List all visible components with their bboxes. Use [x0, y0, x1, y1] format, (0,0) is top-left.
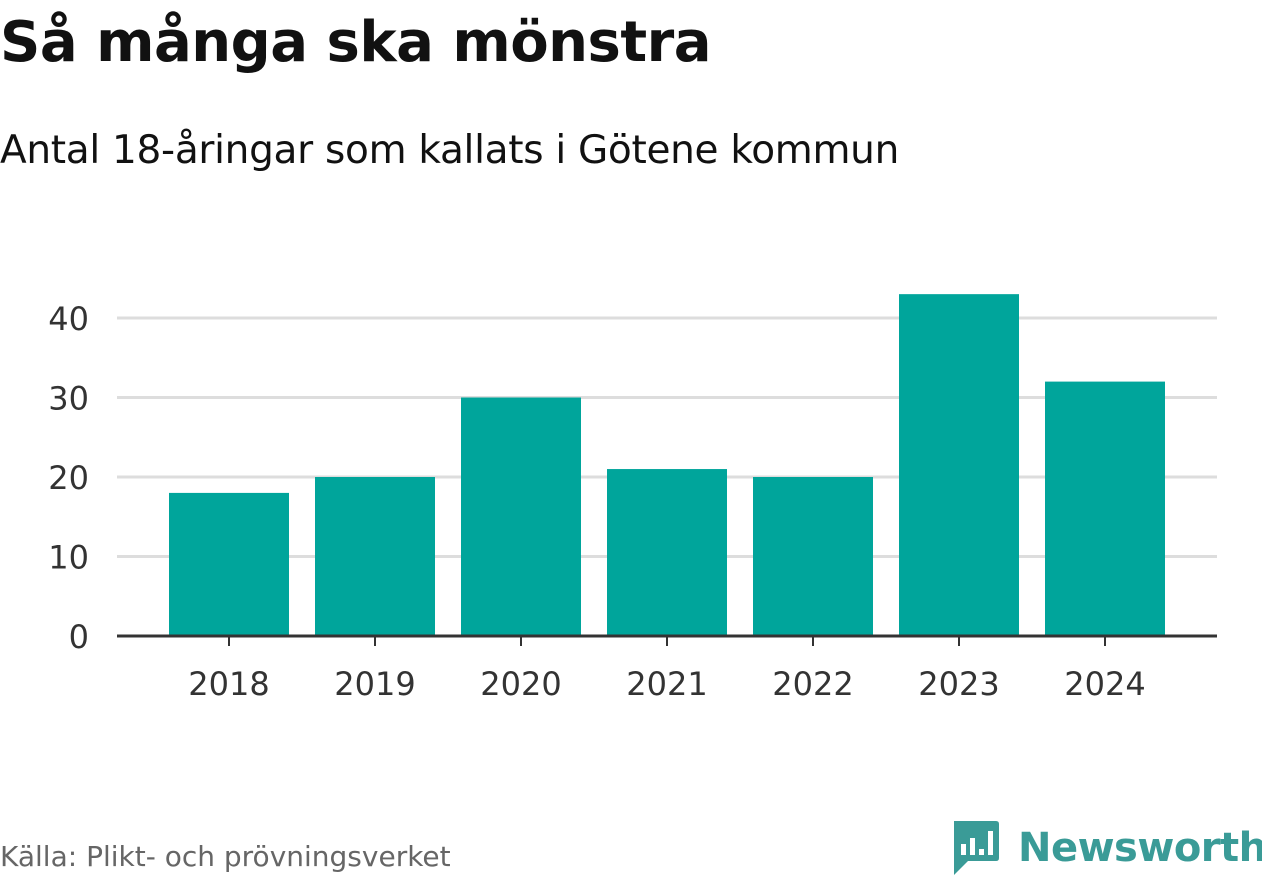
- bar-2021: [607, 469, 727, 636]
- y-tick-label: 30: [48, 380, 89, 418]
- newsworthy-logo-icon: [954, 821, 999, 875]
- x-tick-label: 2023: [918, 665, 999, 703]
- chart-subtitle: Antal 18-åringar som kallats i Götene ko…: [0, 128, 900, 173]
- bar-chart: 0 10 20 30 40 2018 2019 2020 2021 2022 2023 2024: [48, 294, 1217, 703]
- x-tick-label: 2020: [480, 665, 561, 703]
- source-note: Källa: Plikt- och prövningsverket: [0, 840, 451, 873]
- y-tick-label: 0: [69, 618, 89, 656]
- chart-title: Så många ska mönstra: [0, 10, 712, 75]
- bar-2019: [315, 477, 435, 636]
- brand-name: Newsworthy: [1018, 825, 1262, 871]
- bar-2022: [753, 477, 873, 636]
- bar-2024: [1045, 381, 1165, 636]
- y-tick-label: 20: [48, 459, 89, 497]
- x-tick-label: 2019: [334, 665, 415, 703]
- x-tick-label: 2021: [626, 665, 707, 703]
- y-tick-label: 10: [48, 539, 89, 577]
- bar-2020: [461, 397, 581, 636]
- x-tick-label: 2018: [188, 665, 269, 703]
- brand-logo[interactable]: Newsworthy: [950, 818, 1262, 878]
- bar-2023: [899, 294, 1019, 636]
- x-tick-label: 2024: [1064, 665, 1145, 703]
- y-tick-label: 40: [48, 300, 89, 338]
- bar-2018: [169, 492, 289, 636]
- x-tick-label: 2022: [772, 665, 853, 703]
